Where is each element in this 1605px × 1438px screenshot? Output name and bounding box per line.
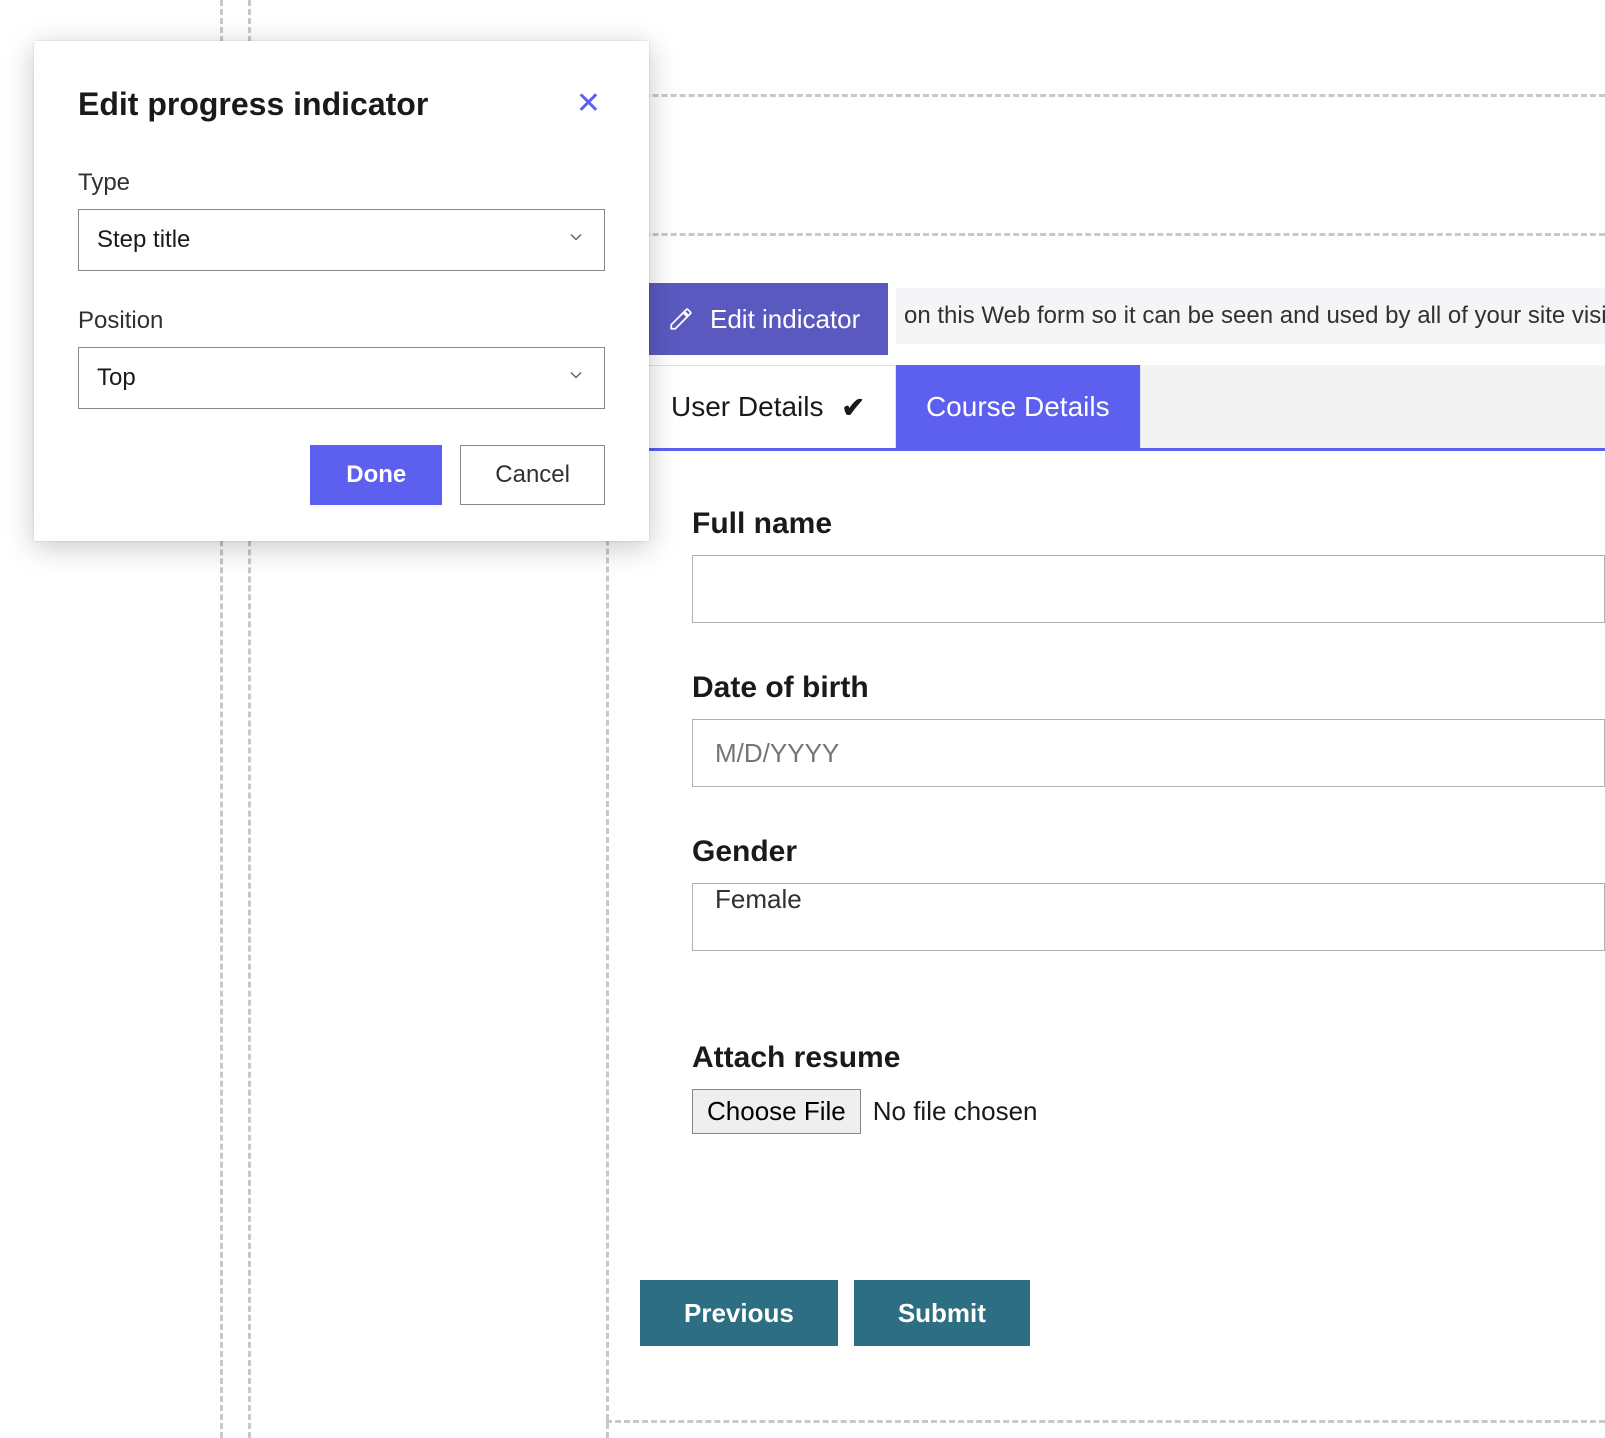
submit-button[interactable]: Submit — [854, 1280, 1030, 1346]
previous-button[interactable]: Previous — [640, 1280, 838, 1346]
edit-progress-indicator-dialog: Edit progress indicator ✕ Type Step titl… — [34, 41, 649, 541]
tab-course-details[interactable]: Course Details — [896, 365, 1141, 448]
attach-label: Attach resume — [692, 1041, 1605, 1075]
tab-label: User Details — [671, 391, 823, 423]
dob-label: Date of birth — [692, 671, 1605, 705]
tab-user-details[interactable]: User Details ✔ — [640, 365, 896, 448]
done-button[interactable]: Done — [310, 445, 442, 505]
position-value: Top — [97, 364, 136, 392]
fullname-label: Full name — [692, 507, 1605, 541]
choose-file-button[interactable]: Choose File — [692, 1089, 861, 1134]
dob-input[interactable] — [692, 719, 1605, 787]
close-icon[interactable]: ✕ — [572, 85, 605, 123]
form-actions: Previous Submit — [640, 1280, 1030, 1346]
step-tabs: User Details ✔ Course Details — [640, 365, 1605, 451]
type-select[interactable]: Step title — [78, 209, 605, 271]
dialog-title: Edit progress indicator — [78, 86, 428, 123]
guide-line — [606, 1420, 1605, 1423]
no-file-text: No file chosen — [873, 1096, 1038, 1127]
pencil-icon — [668, 306, 694, 332]
chevron-down-icon — [566, 226, 586, 254]
position-label: Position — [78, 307, 605, 335]
info-bar: on this Web form so it can be seen and u… — [896, 288, 1605, 344]
gender-value: Female — [715, 884, 802, 914]
type-label: Type — [78, 169, 605, 197]
chevron-down-icon — [566, 364, 586, 392]
info-bar-text: on this Web form so it can be seen and u… — [904, 302, 1605, 330]
gender-label: Gender — [692, 835, 1605, 869]
edit-indicator-label: Edit indicator — [710, 304, 860, 335]
tab-label: Course Details — [926, 391, 1110, 423]
fullname-input[interactable] — [692, 555, 1605, 623]
check-icon: ✔ — [841, 391, 864, 424]
form-body: Full name Date of birth Gender Female At… — [640, 451, 1605, 1182]
cancel-button[interactable]: Cancel — [460, 445, 605, 505]
position-select[interactable]: Top — [78, 347, 605, 409]
edit-indicator-button[interactable]: Edit indicator — [640, 283, 888, 355]
type-value: Step title — [97, 226, 190, 254]
gender-select[interactable]: Female — [692, 883, 1605, 951]
